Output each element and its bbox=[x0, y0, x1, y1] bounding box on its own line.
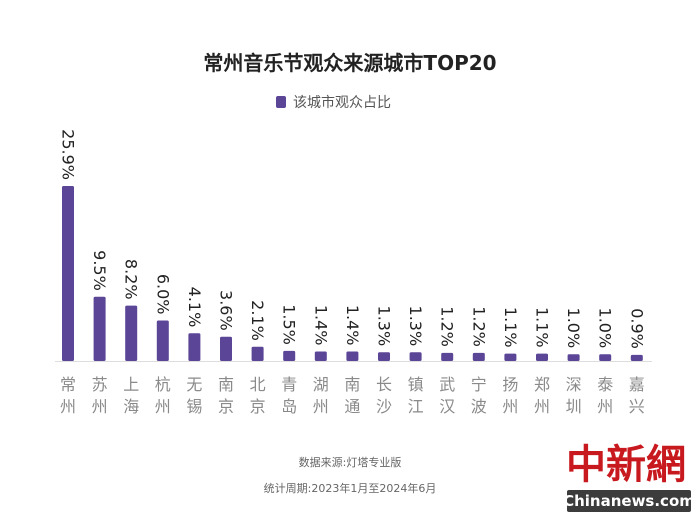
category-label-北京: 北京 bbox=[250, 375, 266, 416]
category-label-镇江: 镇江 bbox=[408, 375, 424, 416]
category-label-宁波: 宁波 bbox=[471, 375, 487, 416]
watermark-banner bbox=[567, 490, 691, 512]
value-label-常州: 25.9% bbox=[59, 129, 78, 180]
bar-镇江 bbox=[409, 352, 422, 361]
bar-北京 bbox=[251, 346, 264, 361]
category-label-无锡: 无锡 bbox=[186, 375, 202, 416]
bar-嘉兴 bbox=[630, 354, 643, 361]
watermark-english: Chinanews.com bbox=[563, 492, 695, 510]
value-label-南京: 3.6% bbox=[217, 290, 236, 331]
bar-无锡 bbox=[188, 333, 201, 361]
watermark-chinese: 中新網 bbox=[566, 441, 686, 488]
bar-group bbox=[62, 186, 643, 361]
value-label-泰州: 1.0% bbox=[596, 308, 615, 349]
bar-杭州 bbox=[156, 320, 169, 361]
bar-苏州 bbox=[93, 296, 106, 361]
value-label-嘉兴: 0.9% bbox=[627, 308, 646, 349]
bar-常州 bbox=[62, 186, 74, 361]
category-label-苏州: 苏州 bbox=[92, 375, 108, 416]
bar-青岛 bbox=[283, 350, 296, 361]
category-label-郑州: 郑州 bbox=[534, 375, 550, 416]
category-label-常州: 常州 bbox=[60, 375, 76, 416]
value-label-镇江: 1.3% bbox=[406, 306, 425, 347]
value-label-无锡: 4.1% bbox=[185, 287, 204, 328]
value-label-杭州: 6.0% bbox=[153, 274, 172, 315]
legend-label: 该城市观众占比 bbox=[293, 94, 391, 111]
watermark-logo: 中新網 Chinanews.com bbox=[563, 441, 695, 512]
bar-深圳 bbox=[567, 354, 580, 361]
data-source-note: 数据来源:灯塔专业版 bbox=[299, 455, 402, 469]
value-label-宁波: 1.2% bbox=[469, 306, 488, 347]
value-label-青岛: 1.5% bbox=[280, 304, 299, 345]
value-label-北京: 2.1% bbox=[248, 300, 267, 341]
legend: 该城市观众占比 bbox=[276, 94, 391, 111]
bar-上海 bbox=[125, 305, 138, 361]
category-label-上海: 上海 bbox=[123, 375, 139, 416]
bar-扬州 bbox=[504, 353, 517, 361]
value-label-武汉: 1.2% bbox=[438, 306, 457, 347]
value-label-扬州: 1.1% bbox=[501, 307, 520, 348]
value-label-长沙: 1.3% bbox=[375, 306, 394, 347]
bar-湖州 bbox=[314, 351, 327, 361]
bar-郑州 bbox=[536, 353, 548, 361]
value-label-深圳: 1.0% bbox=[564, 308, 583, 349]
value-label-上海: 8.2% bbox=[122, 259, 141, 300]
category-label-青岛: 青岛 bbox=[281, 375, 297, 416]
category-label-泰州: 泰州 bbox=[597, 375, 613, 416]
category-label-杭州: 杭州 bbox=[155, 375, 171, 416]
value-label-南通: 1.4% bbox=[343, 305, 362, 346]
category-label-深圳: 深圳 bbox=[566, 375, 582, 416]
bar-南通 bbox=[346, 351, 359, 361]
statistics-period-note: 统计周期:2023年1月至2024年6月 bbox=[264, 481, 437, 495]
bar-长沙 bbox=[378, 352, 390, 361]
value-label-group: 25.9% 9.5% 8.2% 6.0% 4.1% 3.6% 2.1% 1.5% 1.4% 1.4… bbox=[59, 129, 647, 349]
category-label-湖州: 湖州 bbox=[313, 375, 329, 416]
category-label-扬州: 扬州 bbox=[502, 375, 518, 416]
category-label-南通: 南通 bbox=[344, 375, 360, 416]
bar-泰州 bbox=[599, 354, 612, 361]
legend-swatch bbox=[276, 96, 286, 108]
chart-title: 常州音乐节观众来源城市TOP20 bbox=[203, 51, 496, 75]
value-label-湖州: 1.4% bbox=[311, 305, 330, 346]
category-label-长沙: 长沙 bbox=[376, 375, 392, 416]
category-label-南京: 南京 bbox=[218, 375, 234, 416]
bar-南京 bbox=[220, 336, 232, 361]
category-label-武汉: 武汉 bbox=[439, 375, 455, 416]
bar-武汉 bbox=[441, 352, 454, 361]
value-label-郑州: 1.1% bbox=[533, 307, 552, 348]
value-label-苏州: 9.5% bbox=[90, 250, 109, 291]
bar-宁波 bbox=[472, 352, 485, 361]
category-label-嘉兴: 嘉兴 bbox=[629, 375, 645, 416]
